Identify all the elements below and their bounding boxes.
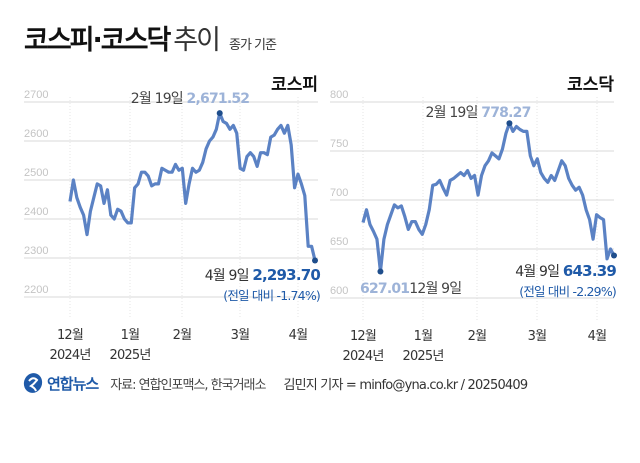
end-annotation: 4월 9일 643.39 [515, 262, 616, 280]
change-annotation: (전일 대비 -1.74%) [223, 288, 320, 303]
yonhap-logo: 연합뉴스 [22, 372, 99, 394]
end-marker [312, 257, 318, 264]
y-tick-label: 2600 [24, 128, 48, 140]
x-tick-month: 2월 [468, 329, 487, 344]
title-trend: 추이 [173, 25, 221, 56]
series-line [68, 111, 317, 261]
y-tick-label: 2300 [24, 245, 48, 257]
logo-text: 연합뉴스 [47, 374, 99, 393]
source-text: 자료: 연합인포맥스, 한국거래소 [110, 377, 266, 393]
trough-annotation: 627.0112월 9일 [360, 281, 461, 297]
x-tick-month: 12월 [350, 329, 376, 344]
x-tick-month: 2월 [173, 328, 192, 343]
x-tick-month: 3월 [528, 329, 547, 344]
x-tick-year: 2024년 [342, 349, 383, 364]
y-tick-label: 2200 [24, 284, 48, 296]
y-tick-label: 600 [330, 285, 348, 297]
peak-annotation: 2월 19일 2,671.52 [131, 91, 250, 107]
y-tick-label: 2400 [24, 206, 48, 218]
peak-marker [506, 120, 513, 127]
x-tick-month: 4월 [588, 329, 607, 344]
series-line [361, 121, 616, 274]
y-tick-label: 2700 [24, 89, 48, 101]
x-tick-month: 1월 [414, 329, 433, 344]
x-tick-month: 3월 [231, 328, 250, 343]
title-subtitle: 종가 기준 [228, 38, 277, 53]
author-text: 김민지 기자 = minfo@yna.co.kr / 20250409 [283, 377, 528, 393]
trough-marker [377, 268, 384, 275]
y-tick-label: 700 [330, 187, 348, 199]
x-tick-year: 2025년 [402, 349, 443, 364]
footer: 연합뉴스 자료: 연합인포맥스, 한국거래소 김민지 기자 = minfo@yn… [22, 372, 528, 394]
end-marker [611, 252, 617, 259]
y-tick-label: 2500 [24, 167, 48, 179]
x-tick-month: 12월 [57, 328, 83, 343]
change-annotation: (전일 대비 -2.29%) [519, 284, 616, 299]
peak-marker [216, 110, 223, 117]
y-tick-label: 650 [330, 236, 348, 248]
kosdaq-chart: 800 750 700 650 600 코스닥 2월 19일 778.27 627.0112월… [330, 75, 617, 364]
x-tick-year: 2024년 [49, 348, 90, 363]
yonhap-globe-icon [23, 373, 43, 393]
y-tick-label: 800 [330, 89, 348, 101]
x-tick-month: 1월 [121, 328, 140, 343]
x-tick-year: 2025년 [109, 348, 150, 363]
page-title: 코스피·코스닥 추이 종가 기준 [24, 18, 277, 57]
x-tick-month: 4월 [289, 328, 308, 343]
y-tick-label: 750 [330, 138, 348, 150]
end-annotation: 4월 9일 2,293.70 [205, 266, 321, 284]
peak-annotation: 2월 19일 778.27 [425, 105, 530, 121]
title-main: 코스피·코스닥 [24, 25, 171, 56]
chart-title: 코스닥 [567, 75, 614, 95]
chart-title: 코스피 [271, 75, 318, 95]
kospi-chart: 2700 2600 2500 2400 2300 2200 코스피 2월 19일 2,671.… [24, 75, 321, 363]
